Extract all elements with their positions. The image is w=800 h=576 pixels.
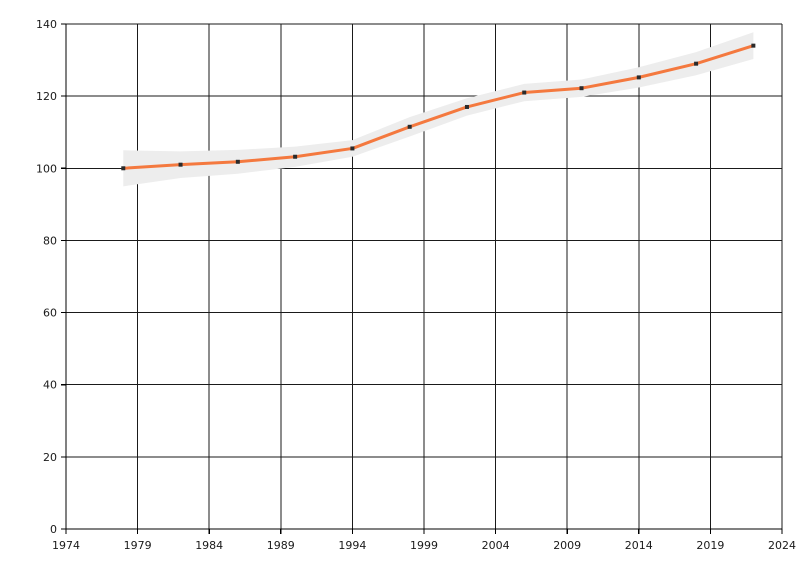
x-axis-tick-label: 2019 bbox=[696, 539, 724, 552]
data-point-marker bbox=[235, 159, 240, 164]
data-point-marker bbox=[407, 124, 412, 129]
data-point-markers bbox=[121, 43, 756, 171]
data-point-marker bbox=[464, 104, 469, 109]
data-point-marker bbox=[522, 90, 527, 95]
x-axis-tick-label: 1999 bbox=[410, 539, 438, 552]
y-axis-tick-labels: 0 20 40 60 80 100 120 140 bbox=[36, 18, 57, 536]
y-axis-tick-label: 60 bbox=[43, 307, 57, 320]
data-point-marker bbox=[694, 61, 699, 66]
data-point-marker bbox=[121, 166, 126, 171]
x-axis bbox=[65, 528, 783, 534]
data-point-marker bbox=[350, 146, 355, 151]
y-axis-tick-label: 40 bbox=[43, 379, 57, 392]
grid-lines bbox=[66, 23, 783, 529]
y-axis bbox=[61, 23, 67, 530]
data-point-marker bbox=[293, 154, 298, 159]
y-axis-tick-label: 20 bbox=[43, 451, 57, 464]
data-point-marker bbox=[178, 162, 183, 167]
x-axis-tick-label: 1974 bbox=[52, 539, 80, 552]
data-point-marker bbox=[636, 75, 641, 80]
data-point-marker bbox=[579, 86, 584, 91]
x-axis-tick-label: 2014 bbox=[625, 539, 653, 552]
x-axis-tick-label: 1984 bbox=[195, 539, 223, 552]
trend-line bbox=[121, 44, 755, 170]
x-axis-tick-labels: 1974 1979 1984 1989 1994 1999 2004 2009 2014 2019… bbox=[52, 539, 796, 552]
series-line-index bbox=[121, 44, 755, 170]
x-axis-tick-label: 1994 bbox=[338, 539, 366, 552]
y-axis-tick-label: 120 bbox=[36, 90, 57, 103]
x-axis-tick-label: 2004 bbox=[482, 539, 510, 552]
confidence-interval-area bbox=[123, 32, 754, 187]
y-axis-tick-label: 140 bbox=[36, 18, 57, 31]
confidence-band bbox=[123, 32, 754, 187]
x-axis-tick-label: 1989 bbox=[267, 539, 295, 552]
x-axis-tick-label: 2024 bbox=[768, 539, 796, 552]
y-axis-tick-label: 80 bbox=[43, 234, 57, 247]
y-axis-tick-label: 100 bbox=[36, 162, 57, 175]
y-axis-tick-label: 0 bbox=[50, 523, 57, 536]
data-point-marker bbox=[751, 43, 756, 48]
x-axis-tick-label: 1979 bbox=[124, 539, 152, 552]
x-axis-tick-label: 2009 bbox=[553, 539, 581, 552]
